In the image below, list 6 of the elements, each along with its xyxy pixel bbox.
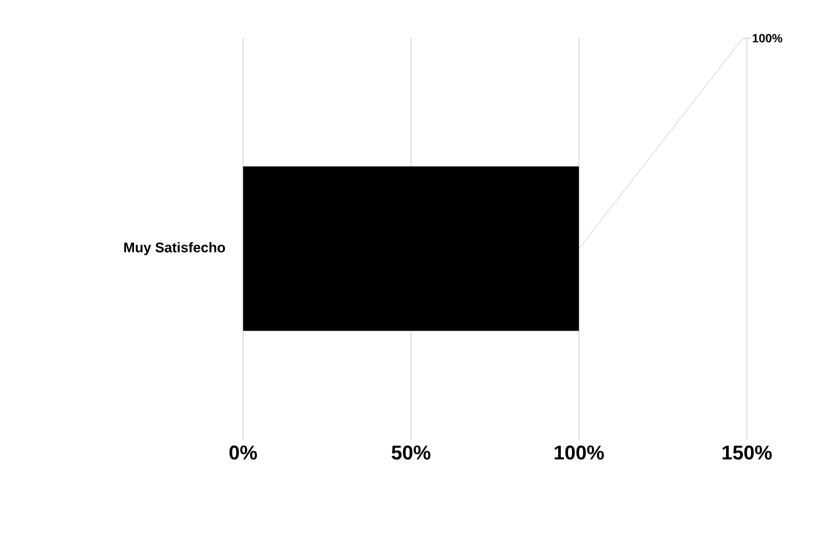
data-label: 100% xyxy=(752,34,782,42)
x-tick-label: 150% xyxy=(722,445,772,460)
x-tick-label: 100% xyxy=(554,445,604,460)
x-tick-label: 0% xyxy=(229,445,257,460)
y-tick-label: Muy Satisfecho xyxy=(124,242,226,256)
x-tick-label: 50% xyxy=(392,445,430,460)
